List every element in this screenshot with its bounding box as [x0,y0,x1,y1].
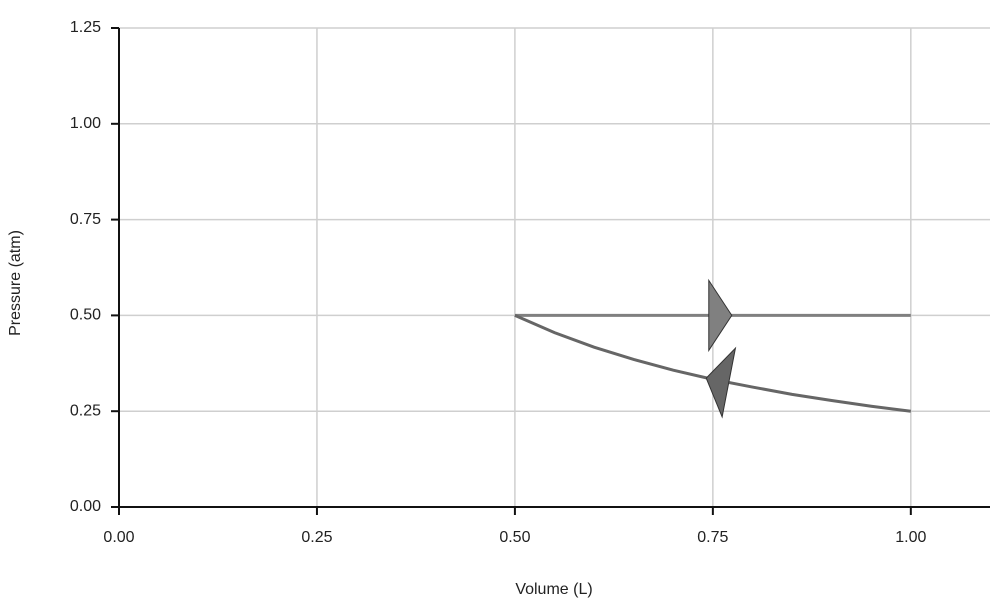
y-tick-label: 0.50 [70,307,101,324]
x-tick-label: 1.00 [895,529,926,546]
x-tick-label: 0.25 [301,529,332,546]
direction-arrow [705,346,737,419]
x-tick-label: 0.50 [499,529,530,546]
y-tick-label: 0.25 [70,402,101,419]
y-tick-label: 1.25 [70,19,101,36]
y-tick-label: 0.75 [70,211,101,228]
y-tick-label: 1.00 [70,115,101,132]
y-axis-label: Pressure (atm) [7,230,24,336]
x-tick-label: 0.00 [103,529,134,546]
x-tick-label: 0.75 [697,529,728,546]
direction-arrow [708,278,733,353]
x-axis-label: Volume (L) [515,581,592,598]
y-tick-label: 0.00 [70,498,101,515]
